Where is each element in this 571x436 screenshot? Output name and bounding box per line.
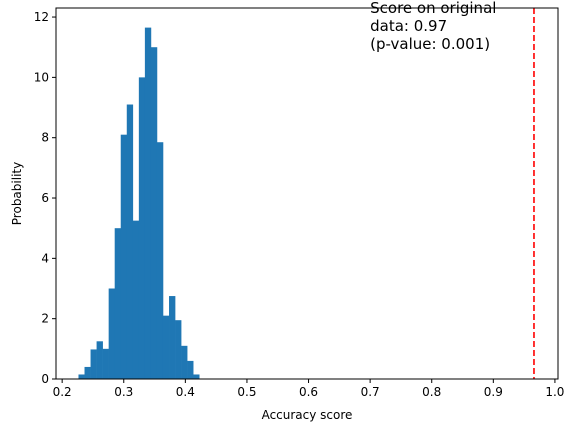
y-tick-label: 12 [34,10,49,24]
y-tick-label: 6 [41,191,49,205]
histogram-bar-17 [175,320,182,379]
x-tick-label: 0.8 [422,385,441,399]
histogram-bar-3 [90,349,97,379]
x-tick-label: 0.3 [114,385,133,399]
histogram-bar-16 [169,296,176,379]
histogram-bar-12 [144,27,152,380]
histogram-bar-15 [162,315,170,379]
histogram-bar-2 [84,366,91,379]
y-tick-label: 4 [41,251,49,265]
annotation-line-1: Score on original [370,0,496,17]
histogram-bar-13 [150,47,158,379]
histogram-bar-19 [187,360,194,379]
y-axis-ticks: 0 2 4 6 8 10 12 [34,10,56,386]
histogram-bar-7 [114,228,122,379]
histogram-bar-1 [78,374,85,379]
histogram-bar-6 [108,288,116,379]
y-axis-label: Probability [10,162,24,225]
y-tick-label: 10 [34,70,49,84]
x-tick-label: 1.0 [545,385,564,399]
histogram-bar-20 [193,374,200,379]
x-tick-label: 0.2 [53,385,72,399]
y-tick-label: 0 [41,372,49,386]
y-tick-label: 2 [41,312,49,326]
x-tick-label: 0.4 [176,385,195,399]
histogram-bar-9 [126,104,134,379]
x-axis-ticks: 0.2 0.3 0.4 0.5 0.6 0.7 0.8 0.9 1.0 [53,379,564,399]
histogram-bar-5 [102,348,109,379]
y-tick-label: 8 [41,131,49,145]
x-tick-label: 0.9 [484,385,503,399]
histogram-bar-4 [96,341,103,379]
histogram-bar-14 [156,142,164,379]
histogram-bar-11 [138,77,146,379]
x-tick-label: 0.6 [299,385,318,399]
histogram-bar-8 [120,134,128,379]
x-tick-label: 0.5 [237,385,256,399]
histogram-bar-10 [132,220,140,379]
x-axis-label: Accuracy score [262,408,353,422]
x-tick-label: 0.7 [361,385,380,399]
annotation-line-2: data: 0.97 [370,17,447,35]
annotation-line-3: (p-value: 0.001) [370,35,490,53]
histogram-bar-18 [181,345,188,379]
histogram-bars [78,27,200,380]
plot-frame [55,7,559,380]
